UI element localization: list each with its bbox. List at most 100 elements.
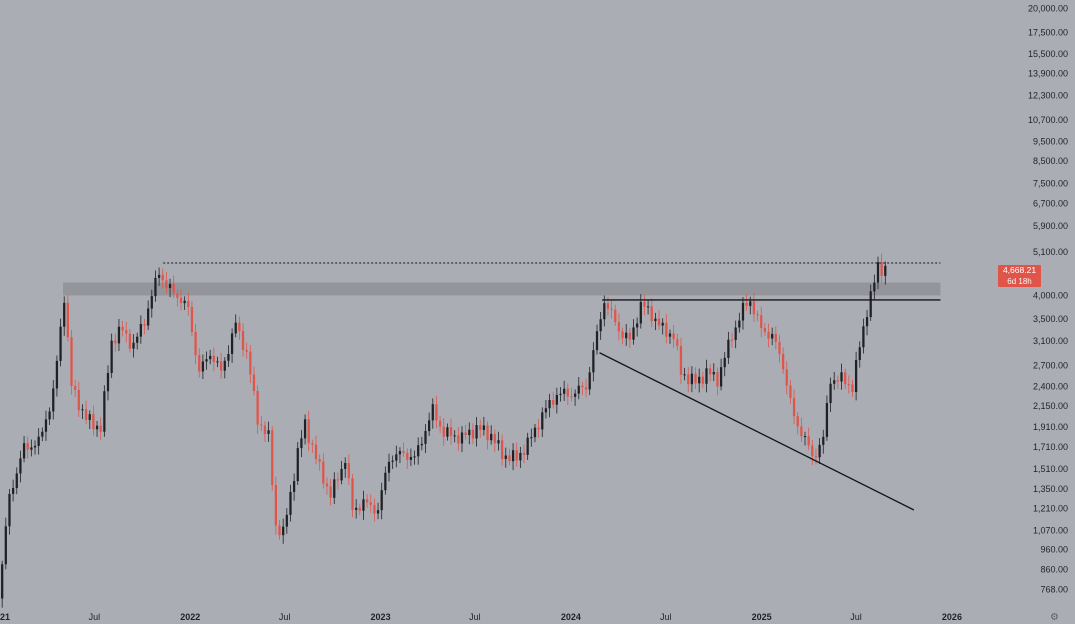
candle-body (672, 333, 675, 340)
candle-body (300, 438, 303, 449)
x-axis-tick-label: 2022 (180, 612, 200, 622)
candle-body (581, 385, 584, 388)
candle-body (519, 452, 522, 461)
candle-body (544, 408, 548, 413)
candle-body (555, 394, 558, 405)
candle-body (862, 326, 865, 348)
candle-body (241, 331, 245, 350)
candle-body (526, 437, 529, 455)
candle-body (730, 339, 734, 341)
candle-body (734, 327, 737, 340)
candle-body (172, 283, 175, 294)
candle-body (785, 369, 788, 386)
y-axis-tick-label: 3,100.00 (1033, 336, 1068, 346)
y-axis-tick-label: 5,900.00 (1033, 221, 1068, 231)
candle-body (81, 409, 84, 411)
candle-body (752, 301, 756, 315)
candle-body (884, 265, 887, 276)
y-axis-tick-label: 17,500.00 (1028, 27, 1068, 37)
candle-body (796, 416, 799, 427)
candle-body (205, 359, 208, 362)
candle-body (504, 455, 507, 459)
candle-body (431, 404, 434, 421)
candle-body (727, 339, 730, 358)
candle-body (490, 433, 493, 441)
candle-body (636, 323, 639, 328)
candle-body (373, 504, 376, 514)
candle-body (745, 302, 748, 306)
candle-body (128, 333, 132, 349)
candle-body (676, 339, 679, 346)
candle-body (657, 318, 661, 326)
candle-body (292, 481, 296, 492)
y-axis-tick-label: 1,350.00 (1033, 484, 1068, 494)
candle-body (4, 526, 7, 565)
candle-body (446, 427, 449, 437)
y-axis-tick-label: 1,910.00 (1033, 422, 1068, 432)
candle-body (774, 333, 777, 343)
candle-body (457, 435, 460, 444)
candle-body (55, 360, 59, 389)
candle-body (59, 326, 62, 361)
candle-body (223, 360, 226, 371)
candle-body (479, 425, 482, 430)
candle-body (238, 322, 241, 332)
last-price-badge: 4,668.21 6d 18h (998, 265, 1041, 287)
candle-body (690, 373, 694, 385)
candle-body (194, 331, 197, 356)
candle-body (365, 499, 369, 503)
candle-body (63, 302, 66, 327)
y-axis-tick-label: 960.00 (1040, 545, 1068, 555)
candle-body (311, 443, 314, 445)
y-axis-tick-label: 2,150.00 (1033, 401, 1068, 411)
candle-body (614, 309, 617, 323)
candle-body (380, 490, 383, 511)
candle-body (190, 306, 194, 332)
candle-body (157, 274, 161, 278)
candle-body (121, 326, 124, 331)
candle-body (417, 445, 420, 457)
candle-body (1, 564, 4, 599)
candle-body (110, 340, 113, 373)
candle-body (267, 430, 270, 434)
y-axis-tick-label: 12,300.00 (1028, 90, 1068, 100)
candle-body (468, 429, 471, 436)
y-axis-tick-label: 1,210.00 (1033, 503, 1068, 513)
candle-body (8, 493, 11, 527)
candle-body (566, 388, 569, 397)
candle-body (646, 306, 650, 308)
candle-body (563, 388, 566, 394)
candle-body (428, 420, 431, 432)
candle-body (37, 436, 40, 446)
candle-body (333, 479, 336, 498)
candle-body (340, 468, 343, 481)
candle-body (709, 368, 712, 375)
candle-body (865, 317, 869, 327)
candle-body (220, 361, 223, 371)
candle-body (683, 374, 686, 376)
y-axis-tick-label: 1,710.00 (1033, 442, 1068, 452)
candle-body (515, 450, 518, 461)
candle-body (161, 274, 164, 281)
candle-body (114, 340, 117, 344)
candle-body (537, 427, 540, 430)
candle-body (52, 388, 55, 412)
candle-body (216, 361, 219, 363)
candle-body (384, 472, 387, 491)
candle-body (873, 282, 876, 292)
candle-body (358, 507, 361, 511)
candle-body (26, 443, 29, 450)
candle-body (814, 456, 818, 458)
candle-body (409, 456, 413, 460)
x-axis-tick-label: 2025 (752, 612, 772, 622)
candle-body (559, 393, 562, 395)
gear-icon[interactable]: ⚙ (1050, 612, 1059, 623)
candle-body (836, 380, 839, 382)
candle-body (643, 301, 646, 307)
candle-body (355, 507, 358, 510)
candle-body (621, 331, 624, 339)
candle-body (760, 315, 763, 329)
candle-body (351, 478, 354, 510)
candle-body (588, 372, 591, 390)
